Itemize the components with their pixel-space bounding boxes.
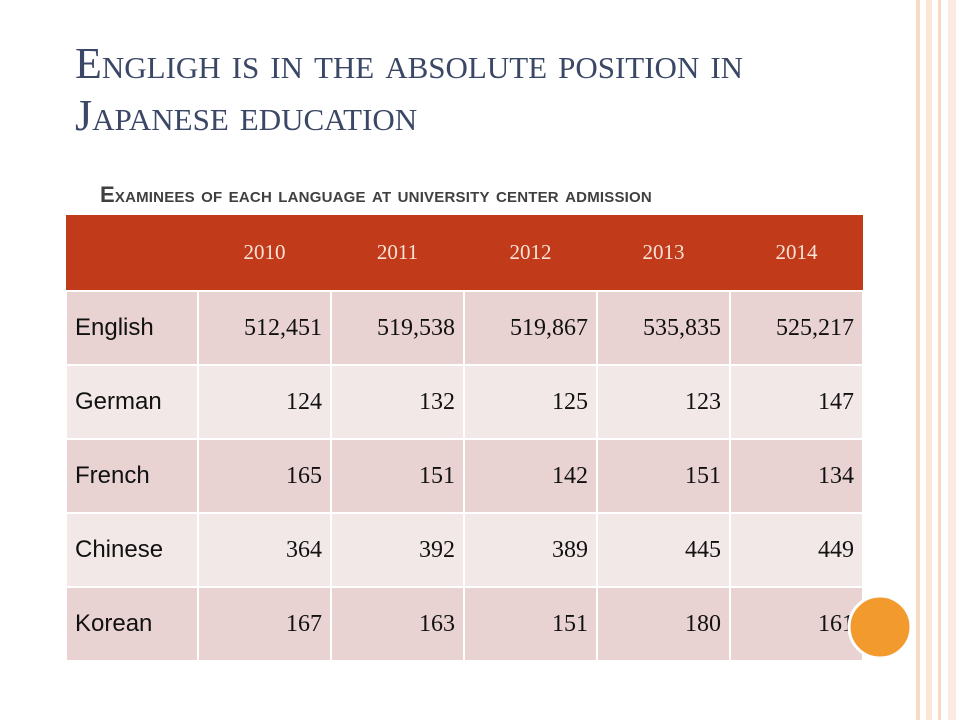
- table-row: German 124 132 125 123 147: [65, 364, 864, 440]
- cell-value: 132: [330, 364, 465, 440]
- row-label: Korean: [65, 586, 199, 662]
- cell-value: 161: [729, 586, 864, 662]
- slide-subtitle: Examinees of each language at university…: [100, 182, 652, 207]
- column-header: 2010: [198, 215, 331, 291]
- table-row: Korean 167 163 151 180 161: [65, 586, 864, 662]
- column-header: 2013: [597, 215, 730, 291]
- data-table: 2010 2011 2012 2013 2014 English 512,451 519,53…: [65, 215, 864, 662]
- row-label: Chinese: [65, 512, 199, 588]
- stripe: [916, 0, 920, 720]
- row-label: French: [65, 438, 199, 514]
- stripe: [948, 0, 956, 720]
- cell-value: 163: [330, 586, 465, 662]
- corner-cell: [66, 215, 198, 291]
- cell-value: 389: [463, 512, 598, 588]
- column-header: 2011: [331, 215, 464, 291]
- stripe: [938, 0, 941, 720]
- cell-value: 167: [197, 586, 332, 662]
- slide-title: Engligh is in the absolute position in J…: [75, 39, 744, 140]
- cell-value: 180: [596, 586, 731, 662]
- cell-value: 165: [197, 438, 332, 514]
- cell-value: 125: [463, 364, 598, 440]
- cell-value: 147: [729, 364, 864, 440]
- cell-value: 123: [596, 364, 731, 440]
- cell-value: 151: [596, 438, 731, 514]
- circle: [847, 594, 913, 660]
- cell-value: 124: [197, 364, 332, 440]
- decoration-circle: [847, 594, 913, 660]
- cell-value: 151: [463, 586, 598, 662]
- cell-value: 525,217: [729, 290, 864, 366]
- table-row: Chinese 364 392 389 445 449: [65, 512, 864, 588]
- table-row: English 512,451 519,538 519,867 535,835 525,2…: [65, 290, 864, 366]
- row-label: English: [65, 290, 199, 366]
- cell-value: 392: [330, 512, 465, 588]
- decoration: [916, 0, 956, 720]
- cell-value: 151: [330, 438, 465, 514]
- cell-value: 519,538: [330, 290, 465, 366]
- row-label: German: [65, 364, 199, 440]
- cell-value: 535,835: [596, 290, 731, 366]
- column-header: 2012: [464, 215, 597, 291]
- cell-value: 142: [463, 438, 598, 514]
- cell-value: 512,451: [197, 290, 332, 366]
- column-header: 2014: [730, 215, 863, 291]
- cell-value: 519,867: [463, 290, 598, 366]
- cell-value: 445: [596, 512, 731, 588]
- table-row: French 165 151 142 151 134: [65, 438, 864, 514]
- cell-value: 364: [197, 512, 332, 588]
- stripe: [926, 0, 932, 720]
- header-row: 2010 2011 2012 2013 2014: [66, 215, 863, 291]
- cell-value: 134: [729, 438, 864, 514]
- cell-value: 449: [729, 512, 864, 588]
